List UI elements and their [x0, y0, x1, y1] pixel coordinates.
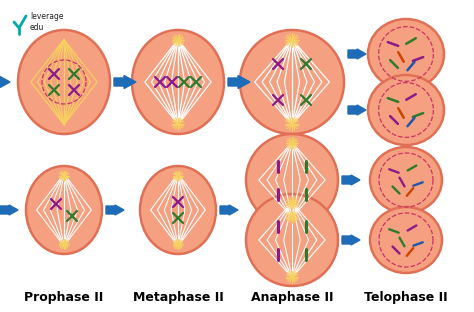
FancyArrow shape: [0, 205, 18, 215]
Ellipse shape: [240, 30, 344, 134]
Text: Prophase II: Prophase II: [24, 291, 104, 305]
FancyArrow shape: [228, 76, 250, 89]
Ellipse shape: [370, 207, 442, 273]
Ellipse shape: [140, 166, 216, 254]
Ellipse shape: [132, 30, 224, 134]
FancyArrow shape: [348, 105, 366, 115]
Text: Metaphase II: Metaphase II: [133, 291, 223, 305]
Ellipse shape: [26, 166, 102, 254]
Ellipse shape: [246, 134, 338, 226]
Text: Anaphase II: Anaphase II: [251, 291, 333, 305]
FancyArrow shape: [348, 49, 366, 59]
Ellipse shape: [370, 147, 442, 213]
FancyArrow shape: [220, 205, 238, 215]
Ellipse shape: [246, 194, 338, 286]
FancyArrow shape: [342, 235, 360, 245]
Ellipse shape: [368, 19, 444, 89]
FancyArrow shape: [342, 175, 360, 185]
Text: Telophase II: Telophase II: [364, 291, 448, 305]
FancyArrow shape: [114, 76, 136, 89]
Ellipse shape: [368, 75, 444, 145]
Ellipse shape: [18, 30, 110, 134]
FancyArrow shape: [106, 205, 124, 215]
FancyArrow shape: [0, 76, 10, 87]
Text: leverage
edu: leverage edu: [30, 12, 64, 32]
